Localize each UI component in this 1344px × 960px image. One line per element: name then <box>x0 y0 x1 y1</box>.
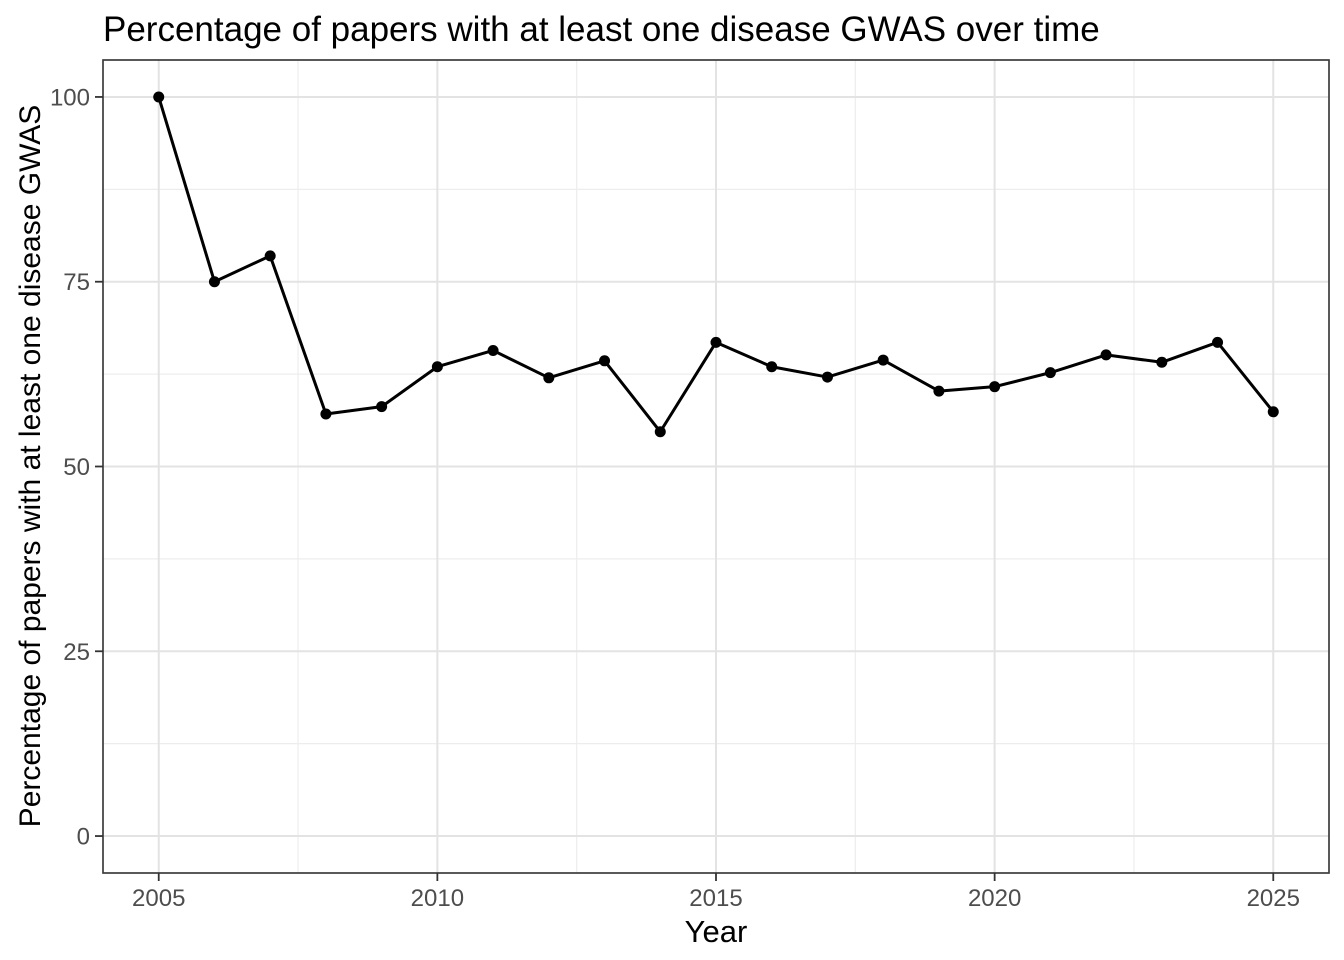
data-point <box>1100 349 1112 361</box>
x-axis-title: Year <box>684 914 748 949</box>
x-axis-tick-label: 2010 <box>411 885 464 912</box>
chart-title: Percentage of papers with at least one d… <box>103 10 1100 49</box>
data-point <box>264 250 276 262</box>
data-point <box>821 371 833 383</box>
y-axis-tick-label: 0 <box>77 824 90 851</box>
data-point <box>487 344 499 356</box>
y-axis-tick-label: 25 <box>63 639 90 666</box>
x-axis-tick-label: 2025 <box>1247 885 1300 912</box>
y-axis-title: Percentage of papers with at least one d… <box>14 104 47 828</box>
x-axis-tick-label: 2005 <box>132 885 185 912</box>
data-point <box>1044 367 1056 379</box>
data-point <box>599 355 611 367</box>
data-point <box>1212 336 1224 348</box>
y-axis-tick-label: 100 <box>50 84 90 111</box>
data-point <box>320 408 332 420</box>
data-point <box>543 372 555 384</box>
data-point <box>989 381 1001 393</box>
y-axis-tick-label: 50 <box>63 454 90 481</box>
data-point <box>376 401 388 413</box>
data-point <box>153 91 165 103</box>
data-point <box>766 361 778 373</box>
x-axis-tick-label: 2020 <box>968 885 1021 912</box>
data-point <box>933 385 945 397</box>
data-point <box>654 426 666 438</box>
data-point <box>877 354 889 366</box>
data-point <box>710 336 722 348</box>
y-axis-tick-label: 75 <box>63 269 90 296</box>
data-point <box>208 276 220 288</box>
x-axis-tick-label: 2015 <box>689 885 742 912</box>
data-point <box>431 361 443 373</box>
data-point <box>1267 406 1279 418</box>
data-point <box>1156 356 1168 368</box>
